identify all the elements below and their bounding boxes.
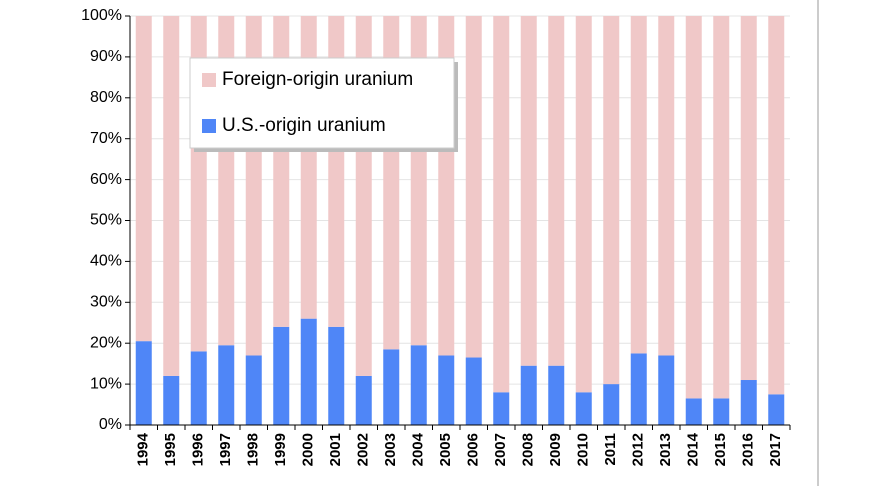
bar-segment: [658, 355, 675, 425]
bar-segment: [520, 365, 537, 425]
bar-segment: [218, 345, 235, 425]
bar-segment: [465, 16, 482, 358]
bar-segment: [493, 392, 510, 425]
bar-segment: [548, 16, 565, 366]
x-tick-label: 2003: [382, 433, 399, 466]
bar-segment: [328, 326, 345, 425]
bar-segment: [713, 398, 730, 425]
bar-segment: [575, 16, 592, 393]
bar-segment: [548, 365, 565, 425]
legend-label: U.S.-origin uranium: [222, 115, 386, 136]
bar-segment: [603, 384, 620, 425]
bar-segment: [190, 351, 207, 425]
y-tick-label: 70%: [90, 130, 122, 147]
y-tick-label: 80%: [90, 89, 122, 106]
x-tick-label: 2007: [492, 433, 509, 466]
bar-segment: [740, 380, 757, 425]
x-tick-label: 1994: [135, 432, 152, 466]
x-tick-label: 1999: [272, 433, 289, 466]
legend-label: Foreign-origin uranium: [222, 69, 413, 90]
y-tick-label: 30%: [90, 294, 122, 311]
bar-segment: [465, 357, 482, 425]
x-tick-label: 2013: [657, 433, 674, 466]
bar-segment: [300, 318, 317, 425]
y-tick-label: 90%: [90, 48, 122, 65]
legend-box: [189, 57, 455, 149]
bar-segment: [575, 392, 592, 425]
y-tick-label: 100%: [81, 7, 122, 24]
bar-segment: [685, 16, 702, 399]
x-tick-label: 2004: [410, 432, 427, 466]
bar-segment: [740, 16, 757, 381]
legend-swatch: [202, 119, 216, 133]
x-tick-label: 2008: [520, 433, 537, 466]
x-tick-label: 1996: [190, 433, 207, 466]
x-tick-label: 2000: [300, 433, 317, 466]
bar-segment: [768, 394, 785, 425]
y-tick-label: 10%: [90, 375, 122, 392]
x-tick-label: 2005: [437, 433, 454, 466]
y-tick-label: 60%: [90, 171, 122, 188]
y-tick-label: 50%: [90, 212, 122, 229]
bar-segment: [520, 16, 537, 366]
x-tick-label: 1995: [162, 433, 179, 466]
bar-segment: [630, 16, 647, 354]
bar-segment: [630, 353, 647, 425]
x-tick-label: 2017: [767, 433, 784, 466]
x-tick-label: 1997: [217, 433, 234, 466]
bar-segment: [273, 326, 290, 425]
bar-segment: [135, 341, 152, 425]
x-tick-label: 2012: [630, 433, 647, 466]
x-tick-label: 2009: [547, 433, 564, 466]
x-tick-label: 2006: [465, 433, 482, 466]
y-tick-label: 40%: [90, 253, 122, 270]
bar-segment: [438, 355, 455, 425]
x-tick-label: 2014: [685, 432, 702, 466]
bar-segment: [603, 16, 620, 385]
bar-segment: [768, 16, 785, 395]
bar-segment: [245, 355, 262, 425]
bar-segment: [163, 16, 180, 376]
bar-segment: [685, 398, 702, 425]
bar-segment: [713, 16, 730, 399]
bar-segment: [493, 16, 510, 393]
x-tick-label: 2015: [712, 433, 729, 466]
x-tick-label: 2010: [575, 433, 592, 466]
x-tick-label: 2016: [740, 433, 757, 466]
y-tick-label: 20%: [90, 334, 122, 351]
bar-segment: [410, 345, 427, 425]
bar-segment: [163, 375, 180, 425]
x-tick-label: 2001: [327, 433, 344, 466]
bar-segment: [658, 16, 675, 356]
bar-segment: [355, 375, 372, 425]
bar-segment: [383, 349, 400, 425]
bar-segment: [135, 16, 152, 342]
x-tick-label: 2002: [355, 433, 372, 466]
x-tick-label: 2011: [602, 433, 619, 466]
y-tick-label: 0%: [99, 416, 122, 433]
x-tick-label: 1998: [245, 433, 262, 466]
legend-swatch: [202, 73, 216, 87]
